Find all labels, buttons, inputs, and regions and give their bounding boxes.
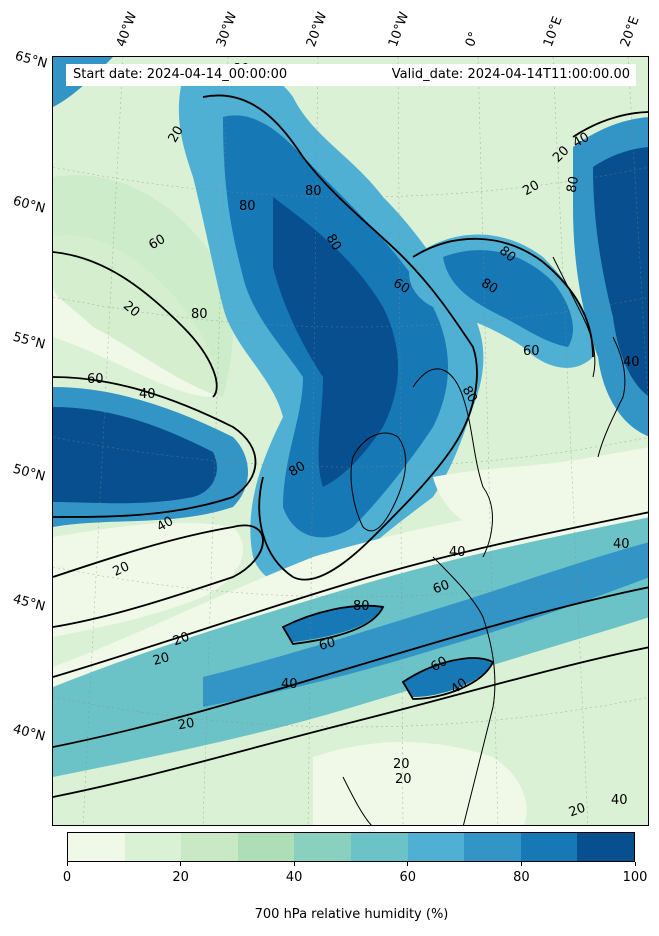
colorbar-swatch (464, 833, 521, 861)
lon-label-20e: 20°E (617, 14, 643, 50)
contour-label: 80 (191, 307, 208, 322)
lon-label-0: 0° (462, 29, 483, 49)
contour-label: 40 (611, 793, 628, 808)
lon-label-40w: 40°W (113, 10, 141, 49)
contour-label: 40 (139, 387, 156, 402)
contour-label: 20 (393, 757, 410, 772)
contour-label: 20 (395, 772, 412, 787)
colorbar-tick-label: 0 (62, 870, 72, 885)
contour-label: 80 (239, 199, 256, 214)
colorbar-swatch (68, 833, 125, 861)
lon-label-10w: 10°W (385, 10, 413, 49)
contour-label: 60 (87, 372, 104, 387)
lat-label-55n: 55°N (11, 329, 47, 353)
contour-label: 20 (176, 715, 196, 734)
lat-label-60n: 60°N (11, 193, 47, 217)
colorbar-tick-label: 60 (399, 870, 417, 885)
colorbar-tick-label: 80 (513, 870, 530, 885)
lat-label-45n: 45°N (11, 591, 47, 615)
contour-label: 40 (613, 537, 630, 552)
colorbar-tick (520, 862, 522, 866)
colorbar-tick-label: 40 (285, 870, 303, 885)
humidity-map[interactable]: 20 20 20 20 20 20 20 20 20 20 20 40 40 4… (52, 56, 649, 826)
colorbar-tick (293, 862, 295, 866)
humidity-map-svg (53, 57, 648, 825)
lat-label-50n: 50°N (11, 461, 47, 485)
colorbar-swatch (407, 833, 465, 861)
colorbar-tick (66, 862, 68, 866)
colorbar-swatch (181, 833, 238, 861)
lon-label-20w: 20°W (303, 10, 331, 49)
colorbar-swatch (520, 833, 578, 861)
colorbar-tick (634, 862, 636, 866)
colorbar-swatch (350, 833, 408, 861)
colorbar-swatch (237, 833, 295, 861)
contour-label: 80 (564, 175, 583, 194)
contour-label: 60 (523, 344, 540, 359)
start-date: Start date: 2024-04-14_00:00:00 (73, 67, 288, 82)
colorbar-tick (180, 862, 182, 866)
valid-date: Valid_date: 2024-04-14T11:00:00.00 (391, 67, 630, 82)
contour-label: 40 (281, 677, 298, 692)
contour-label: 80 (353, 599, 370, 614)
colorbar-swatch (124, 833, 182, 861)
colorbar-swatch (294, 833, 351, 861)
contour-label: 40 (623, 355, 640, 370)
colorbar (67, 832, 635, 862)
colorbar-title: 700 hPa relative humidity (%) (254, 907, 449, 922)
date-info-bar: Start date: 2024-04-14_00:00:00 Valid_da… (66, 64, 636, 86)
colorbar-tick (407, 862, 409, 866)
lon-label-30w: 30°W (213, 10, 241, 49)
lat-label-65n: 65°N (13, 48, 49, 72)
colorbar-tick-label: 100 (622, 870, 648, 885)
colorbar-tick-label: 20 (172, 870, 189, 885)
colorbar-swatch (577, 833, 634, 861)
contour-label: 40 (449, 545, 466, 560)
lon-label-10e: 10°E (540, 14, 566, 50)
lat-label-40n: 40°N (11, 721, 47, 745)
contour-label: 80 (305, 184, 322, 199)
